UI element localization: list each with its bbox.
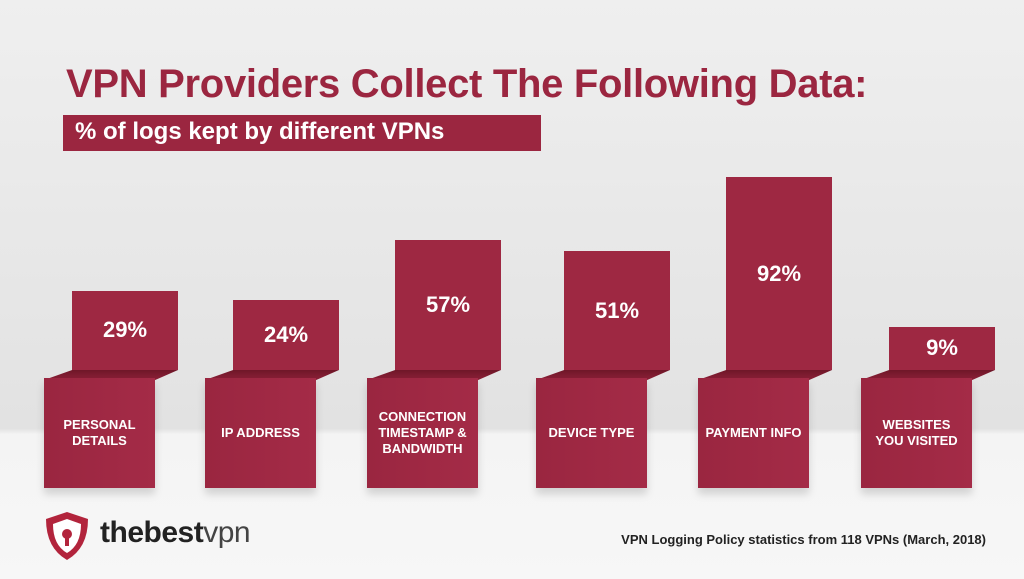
value-label: 51% bbox=[594, 297, 640, 323]
x-tick-label: DEVICE TYPE bbox=[536, 378, 647, 488]
value-label: 24% bbox=[263, 321, 309, 347]
x-tick-label: CONNECTION TIMESTAMP & BANDWIDTH bbox=[367, 378, 478, 488]
value-label: 92% bbox=[756, 260, 802, 286]
brand-light: vpn bbox=[203, 516, 251, 549]
bar-lid bbox=[861, 370, 995, 380]
footnote: VPN Logging Policy statistics from 118 V… bbox=[621, 532, 986, 547]
bar bbox=[72, 290, 178, 370]
x-tick-label: PAYMENT INFO bbox=[698, 378, 809, 488]
bar bbox=[889, 326, 995, 370]
x-tick-label: IP ADDRESS bbox=[205, 378, 316, 488]
bar-lid bbox=[698, 370, 832, 380]
bar bbox=[726, 177, 832, 370]
bar bbox=[233, 299, 339, 370]
logo bbox=[46, 512, 88, 560]
value-label: 57% bbox=[425, 292, 471, 318]
bar bbox=[564, 251, 670, 370]
title: VPN Providers Collect The Following Data… bbox=[66, 62, 868, 106]
bar-lid bbox=[367, 370, 501, 380]
brand-bold: thebest bbox=[100, 516, 204, 549]
x-tick-label: WEBSITES YOU VISITED bbox=[861, 378, 972, 488]
bar-lid bbox=[44, 370, 178, 380]
bar-lid bbox=[205, 370, 339, 380]
bar-lid bbox=[536, 370, 670, 380]
value-label: 29% bbox=[102, 317, 148, 343]
brand: thebestvpn bbox=[100, 516, 251, 550]
subtitle: % of logs kept by different VPNs bbox=[63, 115, 541, 151]
x-tick-label: PERSONAL DETAILS bbox=[44, 378, 155, 488]
bar bbox=[395, 240, 501, 370]
value-label: 9% bbox=[926, 335, 958, 361]
